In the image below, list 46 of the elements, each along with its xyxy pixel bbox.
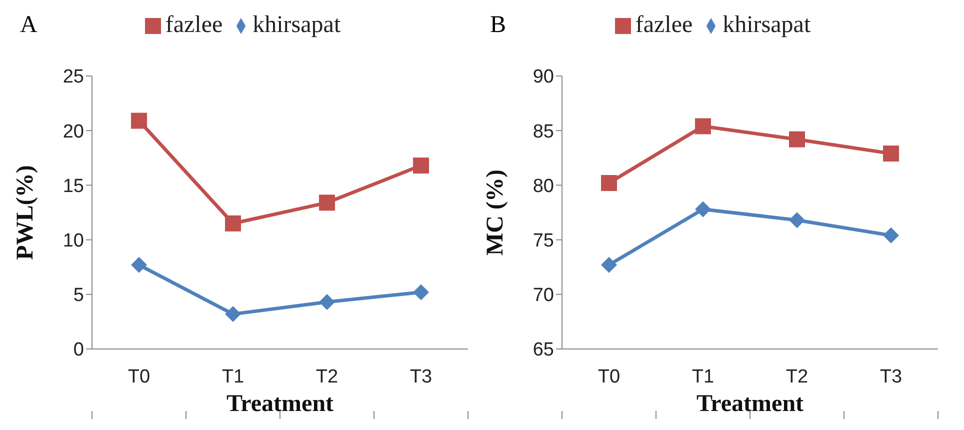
point bbox=[695, 201, 711, 218]
point bbox=[319, 194, 335, 211]
x-tick-label: T1 bbox=[692, 366, 714, 388]
point bbox=[601, 175, 617, 192]
point bbox=[131, 256, 147, 273]
point bbox=[883, 146, 899, 162]
y-tick-label: 15 bbox=[62, 176, 84, 197]
y-axis-title: MC (%) bbox=[482, 170, 509, 256]
legend-label: fazlee bbox=[165, 12, 223, 38]
x-tick-label: T2 bbox=[786, 366, 808, 388]
y-tick-label: 25 bbox=[62, 66, 84, 88]
point bbox=[225, 306, 241, 322]
point bbox=[695, 118, 711, 134]
x-axis-title: Treatment bbox=[696, 391, 804, 417]
x-tick-label: T0 bbox=[598, 366, 620, 388]
y-tick-label: 85 bbox=[532, 121, 554, 142]
x-tick-label: T2 bbox=[316, 366, 338, 388]
legend-label: khirsapat bbox=[722, 12, 811, 38]
y-tick-label: 5 bbox=[73, 285, 84, 306]
point bbox=[131, 112, 147, 129]
x-tick-label: T0 bbox=[128, 366, 150, 388]
x-tick-label: T3 bbox=[410, 366, 432, 388]
y-tick-label: 80 bbox=[532, 176, 554, 197]
y-tick-label: 75 bbox=[532, 230, 554, 252]
y-tick-label: 0 bbox=[73, 340, 84, 361]
point bbox=[789, 131, 805, 148]
point bbox=[319, 294, 335, 310]
point bbox=[789, 212, 805, 228]
y-tick-label: 70 bbox=[532, 285, 554, 306]
chart-title: B bbox=[490, 12, 506, 39]
y-tick-label: 65 bbox=[532, 340, 554, 361]
y-axis-title: PWL(%) bbox=[12, 165, 39, 260]
x-axis-title: Treatment bbox=[226, 391, 334, 417]
point bbox=[413, 158, 429, 174]
point bbox=[413, 284, 429, 300]
chart-title: A bbox=[20, 12, 38, 39]
x-tick-label: T3 bbox=[880, 366, 902, 388]
point bbox=[601, 256, 617, 273]
legend-label: khirsapat bbox=[252, 12, 341, 38]
point bbox=[883, 227, 899, 244]
point bbox=[225, 215, 241, 232]
y-tick-label: 10 bbox=[62, 230, 84, 252]
x-tick-label: T1 bbox=[222, 366, 244, 388]
y-tick-label: 20 bbox=[62, 121, 84, 142]
y-tick-label: 90 bbox=[532, 66, 554, 88]
legend-label: fazlee bbox=[635, 12, 693, 38]
